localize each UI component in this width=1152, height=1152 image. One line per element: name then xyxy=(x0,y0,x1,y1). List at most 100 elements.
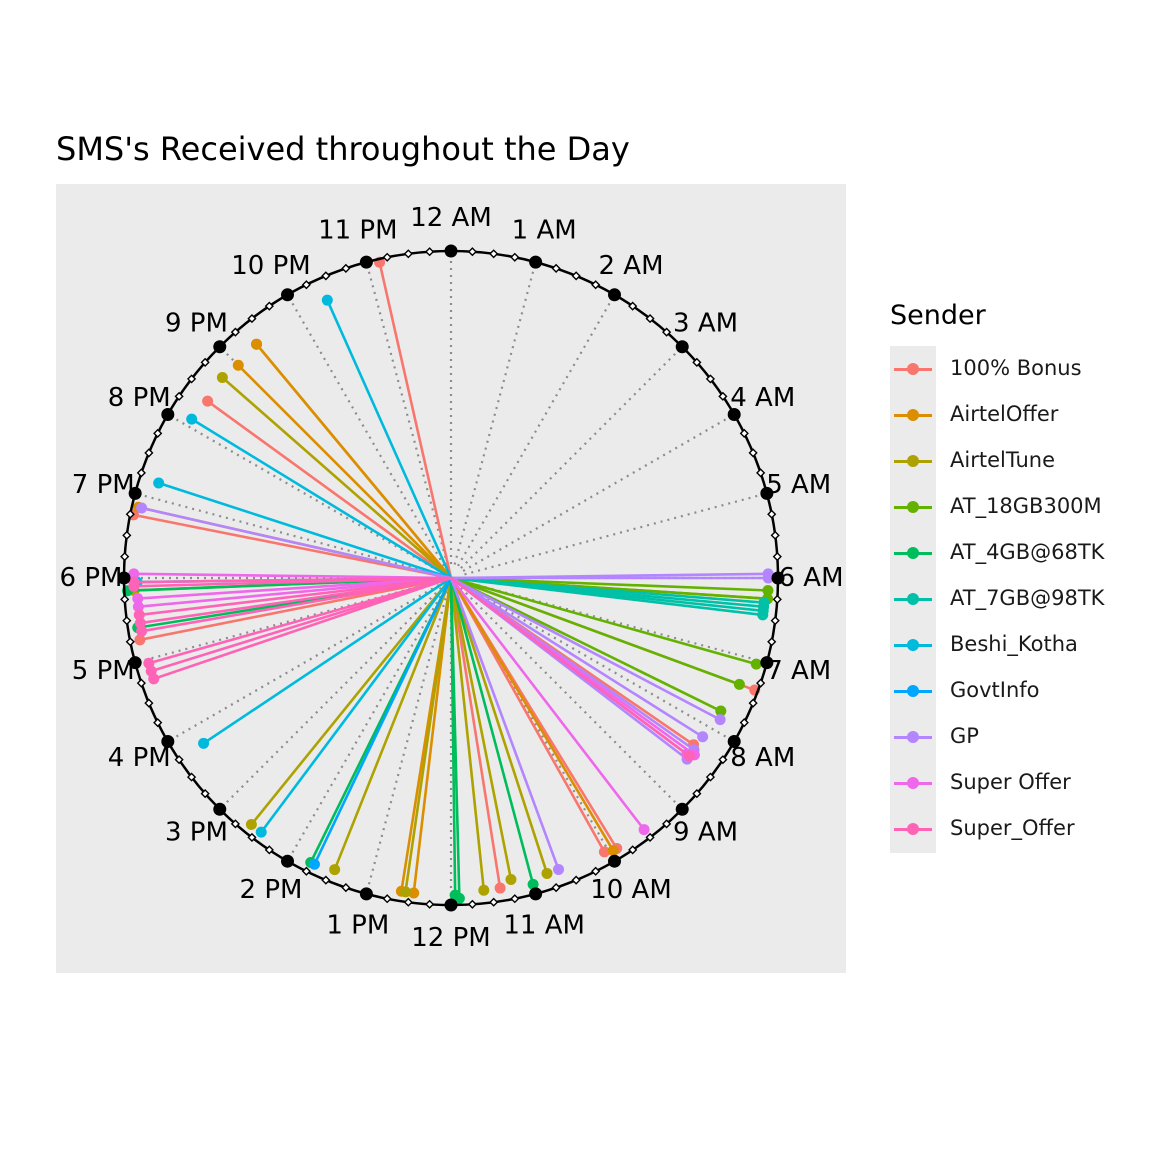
series-layer xyxy=(122,256,774,904)
series-line xyxy=(153,576,452,681)
hour-tick xyxy=(529,255,543,269)
legend-title: Sender xyxy=(890,300,986,331)
minute-tick xyxy=(122,530,132,540)
hour-tick xyxy=(675,340,689,354)
minute-tick xyxy=(403,249,413,259)
data-point xyxy=(198,737,210,749)
hour-spoke xyxy=(286,589,445,862)
legend-label: Super Offer xyxy=(950,770,1071,794)
legend-swatch xyxy=(890,346,936,392)
series-line xyxy=(133,513,452,580)
legend-swatch xyxy=(890,438,936,484)
data-point xyxy=(607,845,619,857)
data-point xyxy=(153,477,165,489)
minute-tick xyxy=(264,845,274,855)
legend-swatch xyxy=(890,576,936,622)
series-line xyxy=(260,577,453,833)
minute-tick xyxy=(467,899,477,909)
minute-tick xyxy=(489,249,499,259)
data-point xyxy=(553,863,565,875)
hour-tick xyxy=(213,340,227,354)
series-line xyxy=(450,576,691,758)
minute-tick xyxy=(628,845,638,855)
hour-tick xyxy=(117,571,131,585)
minute-tick xyxy=(718,391,728,401)
hour-tick xyxy=(727,735,741,748)
minute-tick xyxy=(718,755,728,765)
hour-label: 9 PM xyxy=(165,308,228,338)
data-point xyxy=(251,338,263,350)
series-line xyxy=(449,577,646,831)
data-point xyxy=(527,878,539,890)
data-point xyxy=(757,609,769,621)
minute-tick xyxy=(230,819,240,829)
legend-label: AirtelOffer xyxy=(950,402,1059,426)
series-line xyxy=(141,506,452,580)
minute-tick xyxy=(247,832,257,843)
legend-label: 100% Bonus xyxy=(950,356,1082,380)
series-line xyxy=(139,576,452,642)
minute-tick xyxy=(510,894,520,904)
hour-spoke xyxy=(460,345,684,569)
minute-tick xyxy=(425,899,435,909)
hour-tick xyxy=(529,887,543,901)
data-point xyxy=(143,657,155,669)
series-line xyxy=(202,576,452,745)
minute-tick xyxy=(767,509,777,519)
series-line xyxy=(404,577,453,893)
hour-label: 6 AM xyxy=(778,563,843,593)
minute-tick xyxy=(144,698,154,708)
hour-label: 7 AM xyxy=(766,656,831,686)
minute-tick xyxy=(692,357,702,367)
data-point xyxy=(762,584,774,596)
data-point xyxy=(762,568,774,580)
minute-tick xyxy=(341,263,351,273)
series-line xyxy=(449,577,606,853)
legend-item: GP xyxy=(890,714,1150,760)
hour-tick xyxy=(128,656,142,670)
series-line xyxy=(148,576,452,665)
series-line xyxy=(450,576,740,686)
hour-spoke xyxy=(134,492,438,576)
data-point xyxy=(232,359,244,371)
series-line xyxy=(250,577,453,826)
series-line xyxy=(150,576,452,673)
minute-tick xyxy=(264,301,274,311)
legend-item: GovtInfo xyxy=(890,668,1150,714)
legend-item: AT_7GB@98TK xyxy=(890,576,1150,622)
hour-label: 2 PM xyxy=(240,875,303,905)
minute-tick xyxy=(125,637,135,647)
hour-tick xyxy=(359,255,373,269)
minute-tick xyxy=(153,428,163,438)
legend-item: 100% Bonus xyxy=(890,346,1150,392)
hour-spoke xyxy=(453,261,537,565)
series-line xyxy=(450,576,768,592)
minute-tick xyxy=(739,718,749,728)
minute-tick xyxy=(321,875,331,885)
series xyxy=(136,502,774,875)
legend-label: AirtelTune xyxy=(950,448,1055,472)
hour-label: 5 AM xyxy=(766,470,831,500)
data-point xyxy=(329,864,341,876)
series-line xyxy=(137,576,452,600)
hour-tick xyxy=(281,288,294,302)
data-point xyxy=(133,609,145,621)
minute-tick xyxy=(591,280,601,290)
series-line xyxy=(449,577,457,896)
hour-label: 3 AM xyxy=(673,308,738,338)
hour-label: 1 AM xyxy=(512,215,577,245)
legend-swatch xyxy=(890,714,936,760)
hour-spoke xyxy=(167,584,440,743)
hour-tick xyxy=(281,854,294,868)
hour-label: 10 AM xyxy=(590,875,672,905)
hour-label: 1 PM xyxy=(326,911,389,941)
series-line xyxy=(412,577,453,894)
minute-tick xyxy=(247,313,257,324)
series-line xyxy=(450,576,763,617)
series-line xyxy=(133,576,452,584)
data-point xyxy=(136,625,148,637)
series-line xyxy=(313,577,453,865)
data-point xyxy=(714,714,726,726)
series-line xyxy=(449,577,502,889)
